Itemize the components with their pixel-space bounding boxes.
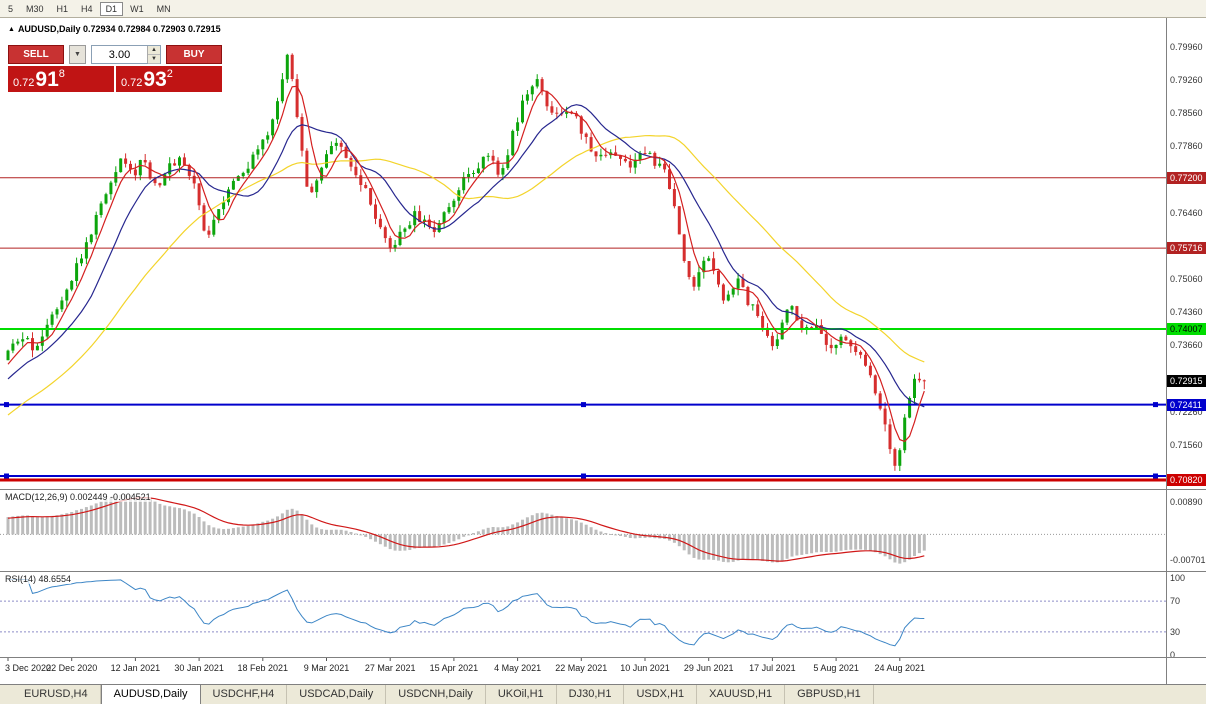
ohlc-text: AUDUSD,Daily 0.72934 0.72984 0.72903 0.7… <box>17 24 221 34</box>
date-axis-panel: 3 Dec 2020 22 Dec 2020 12 Jan 2021 30 Jan 2… <box>0 658 1166 684</box>
rsi-axis-label: 70 <box>1170 596 1181 606</box>
svg-text:3 Dec 2020: 3 Dec 2020 <box>5 663 51 673</box>
svg-text:30 Jan 2021: 30 Jan 2021 <box>174 663 224 673</box>
tab-audusd-daily[interactable]: AUDUSD,Daily <box>100 685 201 704</box>
tab-usdcnh-daily[interactable]: USDCNH,Daily <box>386 685 486 704</box>
timeframe-toolbar: 5 M30 H1 H4 D1 W1 MN <box>0 0 1206 18</box>
price-level-label: 0.70820 <box>1167 474 1206 486</box>
price-level-label: 0.74007 <box>1167 323 1206 335</box>
lot-spinner: ▲ ▼ <box>147 46 160 64</box>
period-button-5[interactable]: 5 <box>8 3 14 14</box>
tab-xauusd-h1[interactable]: XAUUSD,H1 <box>697 685 786 704</box>
svg-text:27 Mar 2021: 27 Mar 2021 <box>365 663 416 673</box>
macd-axis-label: -0.00701 <box>1170 555 1206 565</box>
price-axis-label: 0.73660 <box>1170 340 1203 350</box>
price-axis-label: 0.71560 <box>1170 440 1203 450</box>
price-axis-label: 0.72260 <box>1170 407 1203 417</box>
one-click-trading-widget: SELL ▼ 3.00 ▲ ▼ BUY 0.72 91 8 0.72 93 2 <box>8 45 222 92</box>
panel-separator[interactable] <box>0 571 1206 572</box>
buy-button[interactable]: BUY <box>166 45 222 64</box>
price-axis-label: 0.77860 <box>1170 141 1203 151</box>
tab-usdx-h1[interactable]: USDX,H1 <box>624 685 698 704</box>
tab-dj30-h1[interactable]: DJ30,H1 <box>557 685 625 704</box>
svg-text:22 May 2021: 22 May 2021 <box>555 663 607 673</box>
rsi-label: RSI(14) 48.6554 <box>5 574 72 584</box>
buy-price-big: 93 <box>143 68 167 91</box>
lot-dropdown-button[interactable]: ▼ <box>69 45 86 64</box>
lot-size-value: 3.00 <box>108 48 131 61</box>
tab-eurusd-h4[interactable]: EURUSD,H4 <box>12 685 101 704</box>
svg-text:4 May 2021: 4 May 2021 <box>494 663 541 673</box>
price-axis-label: 0.74360 <box>1170 307 1203 317</box>
svg-text:9 Mar 2021: 9 Mar 2021 <box>304 663 350 673</box>
period-button-d1[interactable]: D1 <box>99 1 124 16</box>
rsi-panel: RSI(14) 48.6554 <box>0 572 1166 657</box>
svg-text:15 Apr 2021: 15 Apr 2021 <box>430 663 479 673</box>
rsi-canvas[interactable] <box>0 572 1166 657</box>
rsi-axis-label: 30 <box>1170 627 1181 637</box>
bid-ask-row: 0.72 91 8 0.72 93 2 <box>8 66 222 92</box>
period-button-mn[interactable]: MN <box>156 3 171 14</box>
rsi-axis-label: 0 <box>1170 650 1176 660</box>
price-chart-canvas[interactable] <box>0 18 1166 489</box>
chart-tabs-bar: EURUSD,H4 AUDUSD,Daily USDCHF,H4 USDCAD,Dai… <box>0 684 1206 704</box>
chart-workspace: ▲ AUDUSD,Daily 0.72934 0.72984 0.72903 0… <box>0 18 1206 684</box>
sell-price-prefix: 0.72 <box>13 77 35 89</box>
svg-text:24 Aug 2021: 24 Aug 2021 <box>875 663 926 673</box>
buy-price-sup: 2 <box>166 68 173 80</box>
macd-panel: MACD(12,26,9) 0.002449 -0.004521 <box>0 490 1166 571</box>
price-axis-label: 0.78560 <box>1170 108 1203 118</box>
price-axis-label: 0.79960 <box>1170 42 1203 52</box>
lot-increase-button[interactable]: ▲ <box>148 46 160 55</box>
tab-usdchf-h4[interactable]: USDCHF,H4 <box>201 685 288 704</box>
macd-canvas[interactable] <box>0 490 1166 571</box>
tab-usdcad-daily[interactable]: USDCAD,Daily <box>287 685 387 704</box>
sell-price-sup: 8 <box>58 68 65 80</box>
chevron-down-icon: ▼ <box>74 51 81 58</box>
svg-text:12 Jan 2021: 12 Jan 2021 <box>111 663 161 673</box>
period-button-w1[interactable]: W1 <box>130 3 144 14</box>
trade-controls-row: SELL ▼ 3.00 ▲ ▼ BUY <box>8 45 222 64</box>
svg-text:10 Jun 2021: 10 Jun 2021 <box>620 663 670 673</box>
lot-size-field[interactable]: 3.00 ▲ ▼ <box>91 45 161 64</box>
current-price-label: 0.72915 <box>1167 375 1206 387</box>
buy-price-prefix: 0.72 <box>121 77 143 89</box>
period-button-m30[interactable]: M30 <box>26 3 44 14</box>
svg-text:29 Jun 2021: 29 Jun 2021 <box>684 663 734 673</box>
lot-decrease-button[interactable]: ▼ <box>148 55 160 64</box>
sell-price-big: 91 <box>35 68 59 91</box>
tab-ukoil-h1[interactable]: UKOil,H1 <box>486 685 557 704</box>
sell-button[interactable]: SELL <box>8 45 64 64</box>
svg-text:22 Dec 2020: 22 Dec 2020 <box>46 663 97 673</box>
tab-gbpusd-h1[interactable]: GBPUSD,H1 <box>785 685 874 704</box>
price-axis[interactable]: 0.79960 0.79260 0.78560 0.77860 0.76460 0.750… <box>1166 18 1206 684</box>
svg-text:17 Jul 2021: 17 Jul 2021 <box>749 663 796 673</box>
panel-separator <box>0 657 1206 658</box>
sell-price-button[interactable]: 0.72 91 8 <box>8 66 114 92</box>
chart-ohlc-header: ▲ AUDUSD,Daily 0.72934 0.72984 0.72903 0… <box>8 24 221 34</box>
macd-axis-label: 0.00890 <box>1170 497 1203 507</box>
price-level-label: 0.72411 <box>1167 399 1206 411</box>
price-level-label: 0.77200 <box>1167 172 1206 184</box>
price-level-label: 0.75716 <box>1167 242 1206 254</box>
price-axis-label: 0.75060 <box>1170 274 1203 284</box>
price-chart-panel: ▲ AUDUSD,Daily 0.72934 0.72984 0.72903 0… <box>0 18 1166 489</box>
price-axis-label: 0.76460 <box>1170 208 1203 218</box>
period-button-h4[interactable]: H4 <box>81 3 93 14</box>
chart-symbol-icon: ▲ <box>8 25 15 33</box>
svg-text:18 Feb 2021: 18 Feb 2021 <box>238 663 289 673</box>
buy-price-button[interactable]: 0.72 93 2 <box>116 66 222 92</box>
price-axis-label: 0.79260 <box>1170 75 1203 85</box>
panel-separator[interactable] <box>0 489 1206 490</box>
tabbar-spacer <box>0 685 12 704</box>
rsi-axis-label: 100 <box>1170 573 1186 583</box>
period-button-h1[interactable]: H1 <box>56 3 69 14</box>
macd-label: MACD(12,26,9) 0.002449 -0.004521 <box>5 492 151 502</box>
svg-text:5 Aug 2021: 5 Aug 2021 <box>813 663 859 673</box>
